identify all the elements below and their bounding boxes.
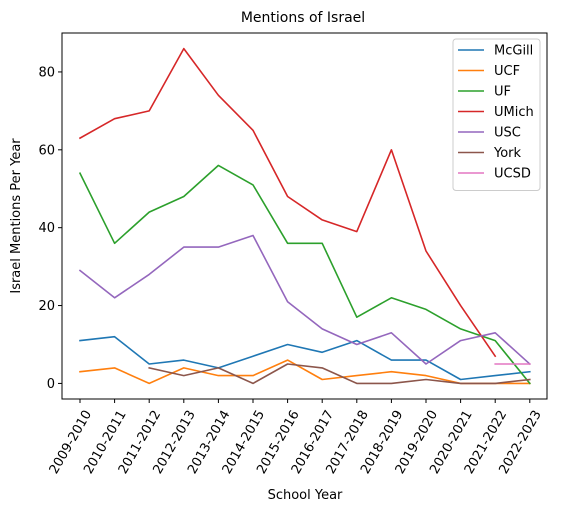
series-line-umich <box>78 47 497 358</box>
series-line-uf <box>78 164 531 385</box>
plot-area <box>78 47 531 385</box>
legend-label-uf: UF <box>494 85 511 100</box>
plot-frame <box>61 32 548 400</box>
legend-label-york: York <box>493 146 522 161</box>
y-axis-label: Israel Mentions Per Year <box>9 138 24 294</box>
legend-label-mcgill: McGill <box>494 44 533 59</box>
y-tick-label: 40 <box>38 221 55 236</box>
legend-label-umich: UMich <box>494 105 534 120</box>
y-tick-label: 20 <box>38 299 55 314</box>
chart-title: Mentions of Israel <box>241 10 365 26</box>
y-tick-label: 80 <box>38 65 55 80</box>
legend-label-ucf: UCF <box>494 64 520 79</box>
series-line-usc <box>78 234 531 366</box>
legend-label-usc: USC <box>494 126 521 141</box>
series-line-york <box>148 363 531 385</box>
y-tick-label: 0 <box>47 377 55 392</box>
series-line-mcgill <box>79 335 531 381</box>
x-axis-label: School Year <box>268 488 343 503</box>
legend-label-ucsd: UCSD <box>494 167 531 182</box>
y-tick-label: 60 <box>38 143 55 158</box>
legend: McGill UCF UF UMich USC York UCSD <box>452 38 541 191</box>
